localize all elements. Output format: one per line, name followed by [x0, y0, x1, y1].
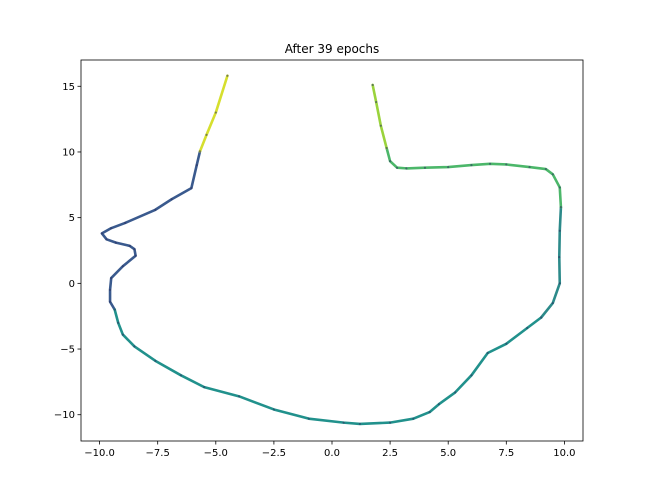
- data-point-1-4: [154, 359, 157, 362]
- x-tick-label-7: 7.5: [498, 448, 514, 459]
- series-path-1: [113, 308, 543, 426]
- data-point-5-2: [214, 111, 217, 114]
- data-point-0-9: [114, 241, 117, 244]
- series-layer: [100, 74, 563, 426]
- series-path-0: [100, 150, 202, 311]
- data-point-3-6: [488, 162, 492, 165]
- data-point-2-0: [540, 316, 543, 319]
- x-tick-label-1: −7.5: [146, 448, 170, 459]
- data-point-1-15: [437, 403, 441, 406]
- y-tick-label-0: −10: [54, 410, 75, 421]
- data-point-3-7: [470, 164, 473, 167]
- series-path-4: [371, 83, 388, 150]
- data-point-1-11: [358, 422, 361, 426]
- data-point-3-8: [447, 165, 450, 169]
- x-tick-label-4: 0.0: [324, 448, 340, 459]
- data-point-1-5: [179, 374, 183, 377]
- data-point-0-11: [133, 248, 136, 251]
- data-point-0-15: [108, 288, 112, 292]
- x-tick-label-6: 5.0: [440, 448, 456, 459]
- x-tick-label-0: −10.0: [84, 448, 115, 459]
- x-tick-label-2: −5.0: [204, 448, 228, 459]
- data-point-1-6: [203, 386, 206, 389]
- data-point-0-1: [195, 164, 198, 167]
- data-point-2-2: [558, 282, 561, 285]
- data-point-2-1: [551, 301, 554, 305]
- data-point-3-1: [558, 186, 561, 189]
- series-path-3: [385, 146, 563, 209]
- data-point-1-19: [505, 342, 508, 345]
- series-path-2: [539, 205, 563, 319]
- data-point-1-14: [428, 411, 431, 414]
- data-point-1-20: [526, 326, 529, 330]
- data-point-3-3: [544, 167, 547, 171]
- data-point-5-0: [198, 150, 202, 153]
- data-point-0-2: [190, 186, 193, 190]
- data-point-1-12: [389, 421, 392, 424]
- data-point-5-1: [205, 133, 208, 136]
- data-point-0-8: [105, 238, 108, 241]
- data-point-3-0: [559, 206, 563, 209]
- y-tick-label-5: 15: [62, 82, 75, 93]
- data-point-1-3: [133, 345, 136, 348]
- series-path-5: [198, 74, 229, 153]
- data-point-1-16: [454, 391, 457, 394]
- data-point-0-10: [128, 244, 131, 247]
- data-point-1-2: [121, 333, 124, 336]
- data-point-1-8: [272, 408, 275, 411]
- y-tick-label-1: −5: [60, 345, 75, 356]
- data-point-1-7: [237, 395, 241, 398]
- data-point-3-9: [423, 166, 427, 169]
- data-point-4-3: [371, 83, 374, 87]
- data-point-2-4: [558, 229, 561, 232]
- data-point-3-2: [551, 173, 554, 176]
- data-point-0-5: [124, 221, 127, 225]
- data-point-1-17: [470, 374, 473, 377]
- data-point-3-12: [389, 160, 392, 163]
- data-point-0-4: [154, 208, 157, 211]
- data-point-0-6: [110, 227, 113, 230]
- y-tick-label-3: 5: [69, 213, 75, 224]
- x-tick-label-8: 10.0: [553, 448, 575, 459]
- data-point-4-2: [375, 100, 378, 104]
- data-point-1-1: [117, 321, 120, 324]
- data-point-4-0: [385, 146, 388, 150]
- axes-layer: −10.0 −7.5 −5.0 −2.5 0.0 2.5 5.0 7.5 10.0 −10 −5 0 5…: [54, 59, 584, 459]
- data-point-0-12: [134, 254, 137, 257]
- data-point-4-1: [379, 124, 382, 127]
- x-tick-label-5: 2.5: [382, 448, 398, 459]
- data-point-0-16: [108, 300, 112, 303]
- data-point-5-3: [226, 74, 229, 77]
- data-point-1-18: [486, 351, 489, 355]
- y-tick-label-2: 0: [69, 279, 75, 290]
- data-point-0-13: [121, 265, 124, 268]
- data-point-1-9: [307, 417, 310, 420]
- data-point-0-3: [170, 198, 173, 201]
- data-point-3-4: [528, 165, 531, 169]
- data-point-0-7: [100, 232, 104, 235]
- data-point-0-14: [110, 276, 113, 280]
- y-tick-label-4: 10: [62, 147, 75, 158]
- x-tick-label-3: −2.5: [262, 448, 286, 459]
- data-point-1-0: [113, 308, 116, 311]
- data-point-1-13: [412, 417, 415, 420]
- chart-title: After 39 epochs: [285, 42, 380, 56]
- data-point-3-10: [405, 167, 408, 170]
- data-point-2-3: [558, 255, 561, 259]
- data-point-3-11: [395, 166, 399, 169]
- data-point-3-5: [505, 163, 508, 166]
- data-point-1-10: [342, 421, 345, 424]
